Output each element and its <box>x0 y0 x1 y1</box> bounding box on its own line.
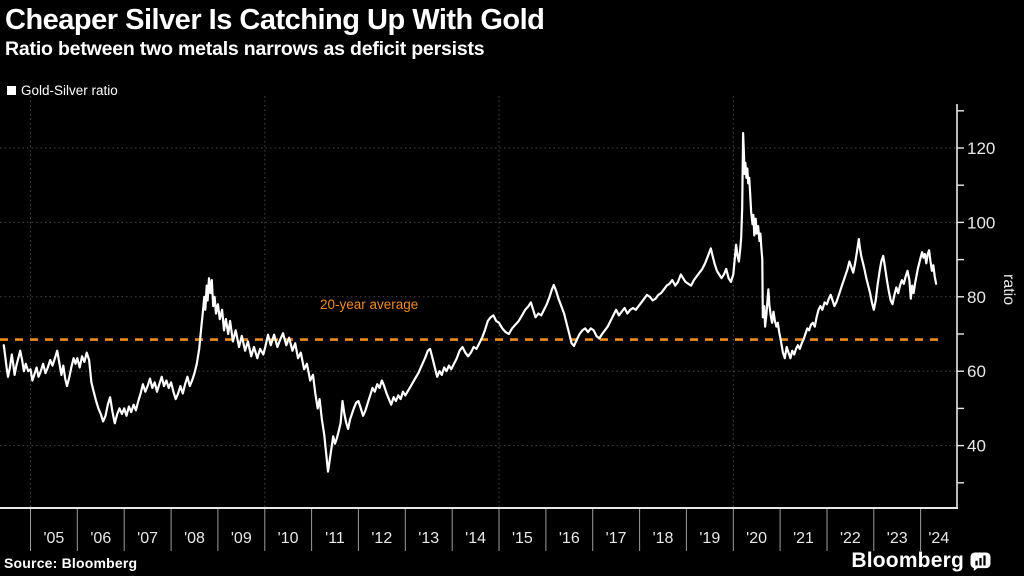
x-tick-label: '17 <box>606 530 627 547</box>
y-tick-label: 40 <box>967 437 986 456</box>
average-line-label: 20-year average <box>320 297 418 312</box>
x-tick-label: '10 <box>278 530 299 547</box>
y-tick-label: 80 <box>967 288 986 307</box>
chart-subtitle: Ratio between two metals narrows as defi… <box>5 38 485 60</box>
x-tick-label: '07 <box>137 530 158 547</box>
x-tick-label: '24 <box>928 530 949 547</box>
legend-square-icon <box>7 86 16 95</box>
x-tick-label: '19 <box>699 530 720 547</box>
bloomberg-logo-text: Bloomberg <box>851 549 964 572</box>
legend: Gold-Silver ratio <box>7 83 118 98</box>
bloomberg-brand: Bloomberg <box>851 549 991 573</box>
x-tick-label: '21 <box>793 530 814 547</box>
x-tick-label: '14 <box>465 530 486 547</box>
y-axis-title: ratio <box>1000 274 1017 305</box>
x-tick-label: '13 <box>418 530 439 547</box>
x-tick-label: '20 <box>746 530 767 547</box>
x-tick-label: '22 <box>840 530 861 547</box>
x-tick-label: '15 <box>512 530 533 547</box>
x-tick-label: '12 <box>371 530 392 547</box>
y-tick-label: 100 <box>967 213 995 232</box>
x-tick-label: '11 <box>325 530 345 547</box>
x-tick-label: '18 <box>653 530 674 547</box>
chart-title: Cheaper Silver Is Catching Up With Gold <box>5 4 545 36</box>
y-tick-label: 120 <box>967 139 995 158</box>
x-tick-label: '16 <box>559 530 580 547</box>
legend-label: Gold-Silver ratio <box>21 83 118 98</box>
x-tick-label: '05 <box>43 530 64 547</box>
bloomberg-bars-icon <box>970 551 991 571</box>
x-tick-label: '23 <box>887 530 908 547</box>
x-tick-label: '08 <box>184 530 205 547</box>
ratio-line <box>2 132 938 473</box>
y-tick-label: 60 <box>967 362 986 381</box>
x-tick-label: '09 <box>231 530 252 547</box>
x-tick-label: '06 <box>90 530 111 547</box>
source-label: Source: Bloomberg <box>4 555 138 571</box>
